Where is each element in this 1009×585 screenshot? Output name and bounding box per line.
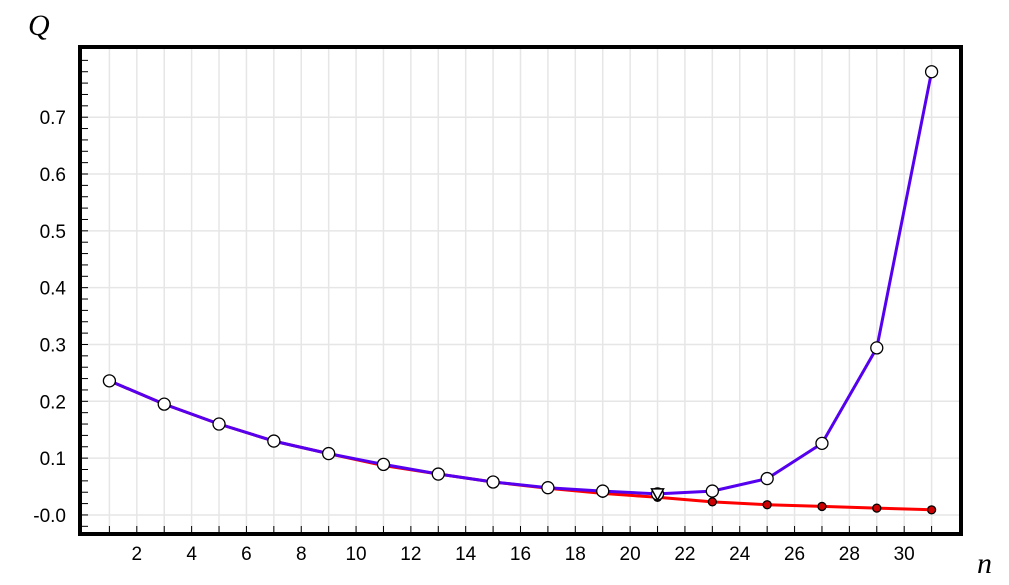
x-tick-label: 20 bbox=[620, 544, 641, 565]
series-2-line bbox=[108, 71, 934, 496]
series-2-point bbox=[212, 417, 226, 431]
series-2-point bbox=[376, 457, 391, 472]
x-tick-label: 6 bbox=[241, 544, 252, 565]
series-2-point bbox=[102, 374, 117, 388]
x-tick-labels: 2 4 6 8 10 12 14 16 18 20 22 24 26 28 30 bbox=[132, 544, 915, 565]
series-1-point bbox=[872, 503, 882, 513]
series-2-point bbox=[924, 65, 939, 79]
x-tick-label: 10 bbox=[345, 544, 366, 565]
x-tick-label: 12 bbox=[400, 544, 421, 565]
series-1-point bbox=[817, 501, 827, 512]
series-2-point bbox=[705, 484, 719, 498]
series-2-point bbox=[431, 467, 445, 481]
x-tick-label: 4 bbox=[186, 544, 197, 565]
y-tick-label: 0.5 bbox=[40, 222, 66, 243]
series-1-point bbox=[926, 505, 937, 515]
series-2-point bbox=[760, 471, 774, 486]
grid-lines bbox=[82, 49, 959, 532]
x-tick-label: 22 bbox=[674, 544, 695, 565]
y-tick-label: 0.1 bbox=[40, 449, 66, 470]
series-2-point bbox=[541, 481, 555, 495]
series-1-point bbox=[762, 500, 772, 510]
y-tick-label: 0.7 bbox=[40, 108, 66, 129]
y-axis-label: Q bbox=[28, 9, 50, 42]
series-2-point bbox=[322, 446, 336, 461]
x-tick-label: 24 bbox=[729, 544, 751, 565]
y-tick-label: 0.3 bbox=[40, 335, 66, 356]
x-tick-label: 16 bbox=[510, 544, 531, 565]
series-2-point bbox=[870, 341, 884, 355]
x-tick-label: 18 bbox=[565, 544, 586, 565]
y-tick-label: -0.0 bbox=[33, 506, 66, 527]
series-2-point bbox=[486, 475, 500, 489]
series-layer bbox=[102, 65, 939, 515]
series-2-point bbox=[267, 434, 281, 448]
y-tick-label: 0.2 bbox=[40, 392, 66, 413]
y-tick-labels: -0.0 0.1 0.2 0.3 0.4 0.5 0.6 0.7 bbox=[33, 108, 66, 527]
minor-ticks bbox=[82, 59, 933, 532]
plot-frame bbox=[78, 45, 963, 536]
x-tick-label: 26 bbox=[784, 544, 805, 565]
triangle-marker bbox=[650, 488, 665, 502]
series-2-point bbox=[157, 397, 171, 411]
x-tick-label: 8 bbox=[296, 544, 307, 565]
series-2-point bbox=[596, 484, 610, 498]
x-tick-label: 28 bbox=[839, 544, 860, 565]
x-tick-label: 30 bbox=[894, 544, 915, 565]
x-tick-label: 14 bbox=[455, 544, 477, 565]
y-tick-label: 0.6 bbox=[40, 165, 66, 186]
y-tick-label: 0.4 bbox=[40, 279, 67, 300]
x-tick-label: 2 bbox=[132, 544, 143, 565]
x-axis-label: n bbox=[977, 547, 992, 580]
series-2-point bbox=[815, 436, 829, 451]
series-1-point bbox=[707, 497, 717, 507]
